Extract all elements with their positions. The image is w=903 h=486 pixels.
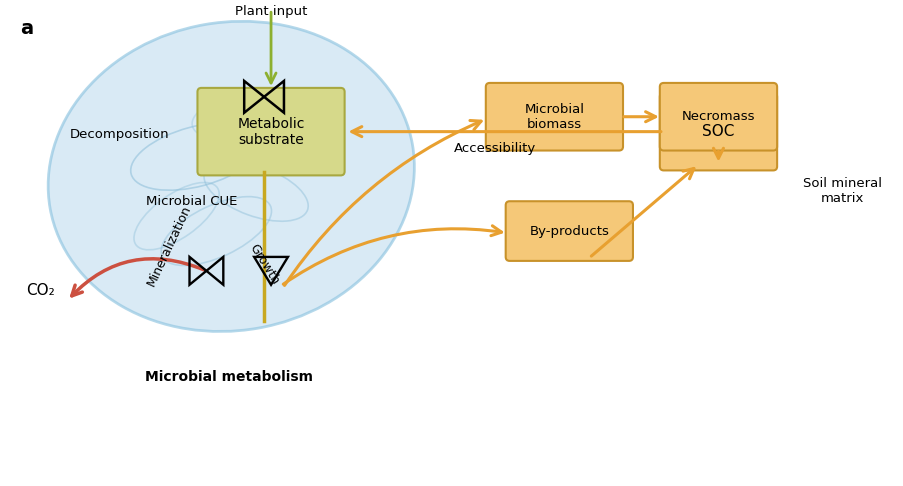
Text: Microbial
biomass: Microbial biomass [524,103,583,131]
FancyBboxPatch shape [659,83,777,151]
Text: Mineralization: Mineralization [145,204,194,289]
Text: Growth: Growth [247,241,281,287]
FancyBboxPatch shape [505,201,632,261]
Text: Microbial metabolism: Microbial metabolism [145,370,313,384]
Text: Accessibility: Accessibility [453,142,535,155]
Text: CO₂: CO₂ [26,283,55,298]
Text: SOC: SOC [702,124,734,139]
Text: Necromass: Necromass [681,110,754,123]
Text: By-products: By-products [529,225,609,238]
Ellipse shape [48,21,414,331]
FancyBboxPatch shape [659,93,777,171]
Text: a: a [21,19,33,38]
Text: Plant input: Plant input [235,5,307,18]
FancyBboxPatch shape [485,83,622,151]
Text: Metabolic
substrate: Metabolic substrate [237,117,304,147]
Text: Microbial CUE: Microbial CUE [145,195,237,208]
Text: Soil mineral
matrix: Soil mineral matrix [803,177,881,205]
Text: Decomposition: Decomposition [70,128,170,141]
FancyBboxPatch shape [197,88,344,175]
